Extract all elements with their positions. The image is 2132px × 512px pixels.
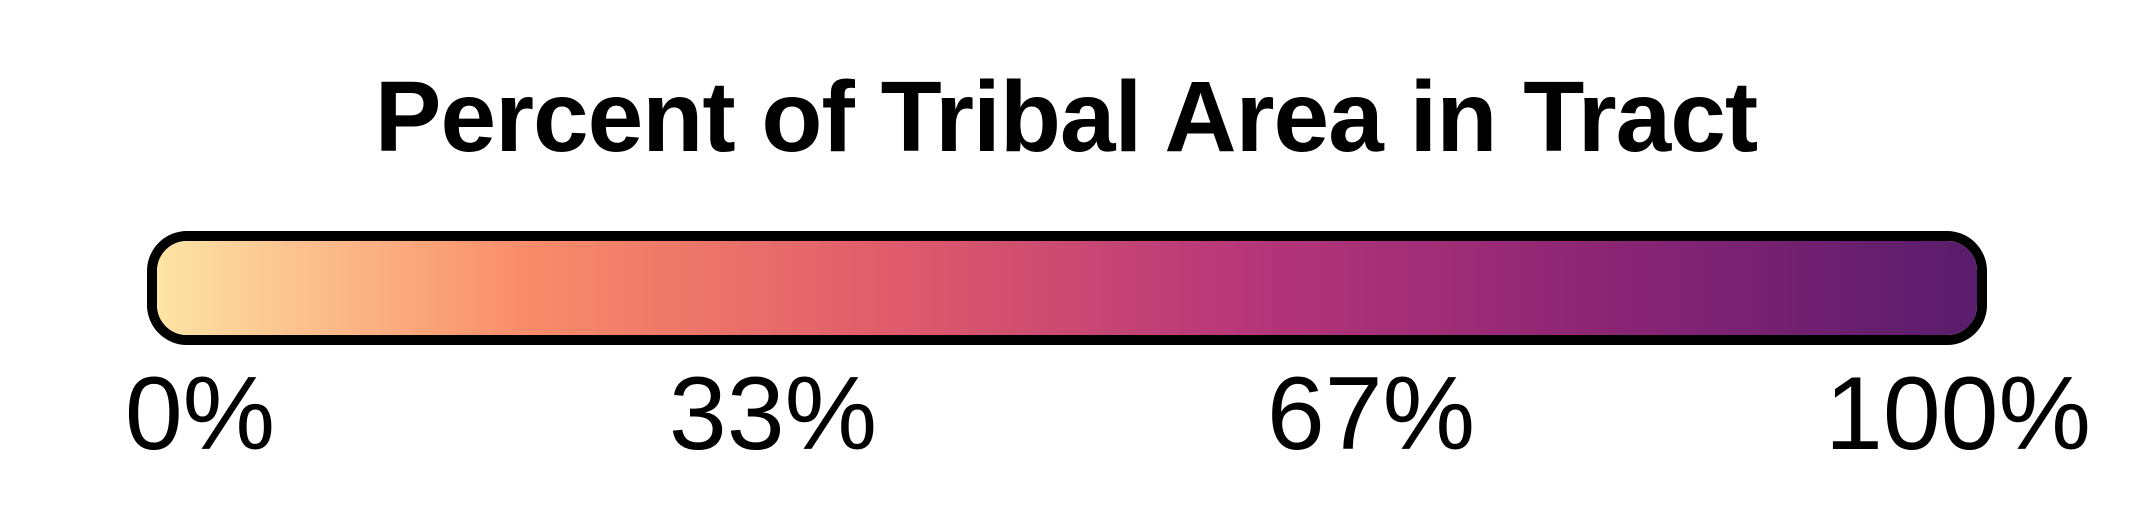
legend-title: Percent of Tribal Area in Tract: [374, 61, 1758, 173]
tick-label-0: 0%: [124, 356, 276, 472]
gradient-fill: [157, 241, 1977, 335]
color-gradient-bar: [147, 231, 1987, 345]
tick-label-100: 100%: [1825, 356, 2091, 472]
tick-label-33: 33%: [668, 356, 878, 472]
tick-label-67: 67%: [1266, 356, 1476, 472]
